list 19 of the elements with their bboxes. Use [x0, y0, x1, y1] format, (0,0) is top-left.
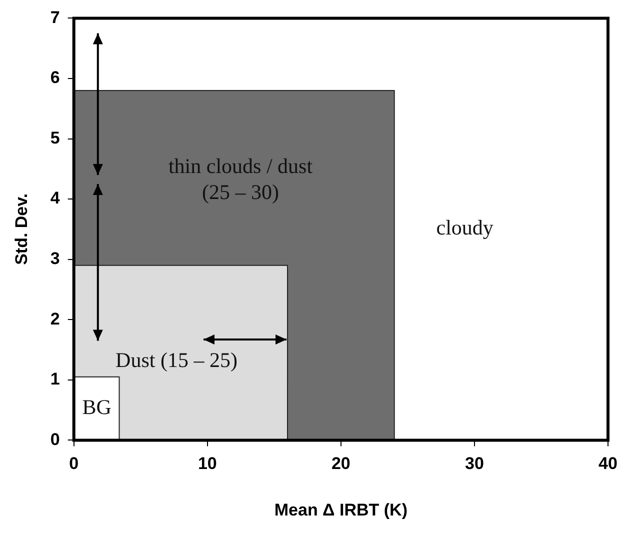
annotation: Dust (15 – 25)	[116, 348, 238, 372]
y-tick-label: 7	[50, 8, 60, 27]
annotation: cloudy	[436, 216, 494, 240]
annotation: thin clouds / dust (25 – 30)	[168, 154, 313, 204]
x-tick-label: 20	[331, 454, 350, 474]
y-tick-label: 6	[50, 68, 60, 88]
y-tick-label: 4	[50, 188, 60, 208]
annotation: BG	[82, 395, 112, 420]
x-tick-label: 30	[465, 454, 484, 474]
y-tick-label: 1	[50, 370, 60, 389]
y-tick-label: 5	[50, 128, 60, 148]
x-tick-label: 0	[69, 454, 79, 474]
x-tick-label: 10	[198, 454, 217, 474]
y-axis-title: Std. Dev.	[12, 193, 31, 265]
x-tick-label: 40	[598, 454, 618, 474]
x-axis-title: Mean Δ IRBT (K)	[274, 500, 408, 520]
y-tick-label: 3	[50, 249, 60, 268]
y-tick-label: 2	[50, 309, 60, 328]
y-tick-label: 0	[50, 430, 60, 449]
